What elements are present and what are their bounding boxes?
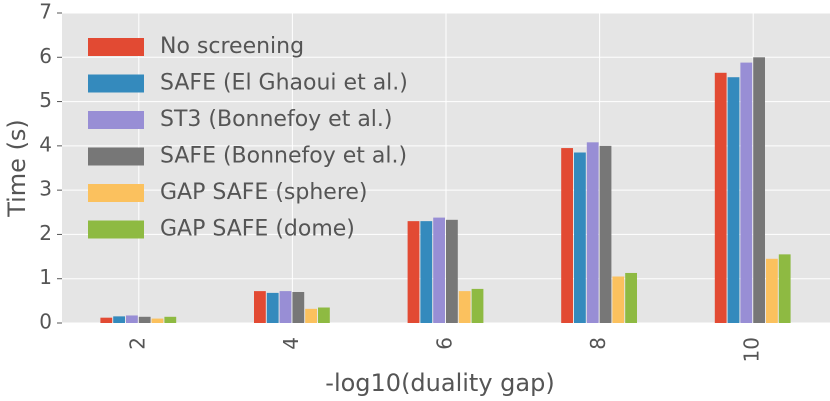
bar [586,142,599,323]
bar [138,316,151,323]
bar [100,317,113,323]
bar [266,292,279,323]
bar [574,152,586,323]
y-tick-label: 1 [39,265,52,289]
bar [151,318,164,323]
bar [778,254,791,323]
bar [254,291,266,323]
x-tick-label: 6 [433,337,457,350]
bar [433,217,445,323]
y-tick-label: 3 [39,177,52,201]
x-tick-label: 10 [740,337,764,362]
legend-label: No screening [160,34,304,59]
y-axis-label: Time (s) [3,119,31,218]
bar [471,288,484,323]
bar [126,315,138,323]
legend-label: GAP SAFE (dome) [160,217,355,242]
bar [612,276,625,323]
legend-swatch [88,220,144,239]
y-tick-label: 4 [39,132,52,156]
bar [599,145,612,323]
bar [740,62,753,323]
legend-swatch [88,147,144,166]
x-tick-label: 8 [586,337,610,350]
legend-swatch [88,111,144,129]
bar [164,316,177,323]
y-tick-label: 2 [39,221,52,245]
bar [420,221,433,323]
x-tick-label: 2 [125,337,149,350]
bar [407,221,420,323]
y-tick-label: 7 [39,0,52,24]
x-tick-label: 4 [279,337,303,350]
bar [753,57,765,324]
y-tick-label: 5 [39,88,52,112]
legend-label: GAP SAFE (sphere) [160,180,368,205]
bar [727,77,740,323]
legend-label: SAFE (El Ghaoui et al.) [160,71,408,96]
bar [625,272,637,323]
bar [766,258,778,323]
legend-swatch [88,74,144,93]
y-tick-label: 6 [39,44,52,68]
x-axis-label: -log10(duality gap) [325,369,554,397]
bar [279,291,292,323]
legend-swatch [88,38,144,56]
legend-label: ST3 (Bonnefoy et al.) [160,107,393,132]
bar [318,307,330,323]
bar [458,291,471,323]
y-tick-label: 0 [39,310,52,334]
bar [561,148,573,323]
bar [714,72,727,324]
bar [305,308,317,323]
bar [446,219,458,323]
bar [292,292,305,323]
bar [113,316,125,323]
legend-swatch [88,184,144,202]
legend-label: SAFE (Bonnefoy et al.) [160,144,407,169]
